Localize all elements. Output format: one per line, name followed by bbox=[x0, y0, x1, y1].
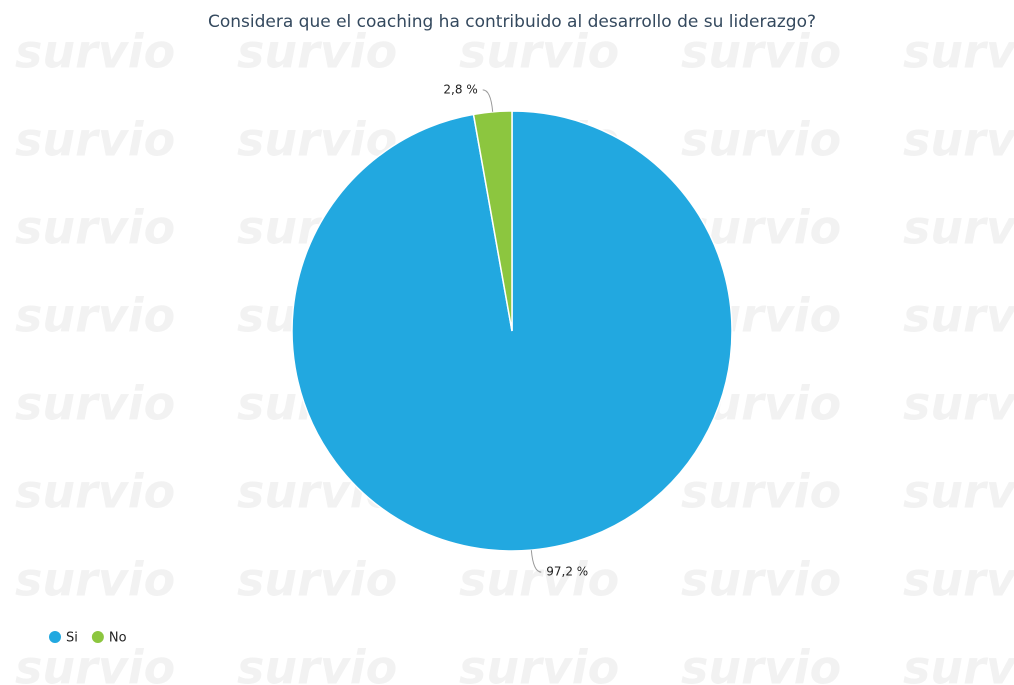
data-label: 2,8 % bbox=[443, 82, 477, 96]
watermark: survio bbox=[459, 641, 619, 685]
legend-marker bbox=[91, 631, 104, 643]
watermark: survio bbox=[681, 25, 841, 79]
watermark: survio bbox=[15, 25, 175, 79]
watermark: survio bbox=[681, 553, 841, 607]
watermark: survio bbox=[903, 113, 1014, 167]
leader-line bbox=[530, 550, 542, 573]
watermark: survio bbox=[903, 289, 1014, 343]
watermark: survio bbox=[903, 465, 1014, 519]
watermark: survio bbox=[15, 377, 175, 431]
pie: 97,2 % 2,8 % bbox=[291, 82, 733, 579]
watermark: survio bbox=[237, 25, 397, 79]
watermark: survio bbox=[15, 201, 175, 255]
data-label: 97,2 % bbox=[546, 565, 588, 579]
watermark: survio bbox=[903, 641, 1014, 685]
watermark: survio bbox=[681, 641, 841, 685]
watermark: survio bbox=[903, 377, 1014, 431]
watermark: survio bbox=[681, 465, 841, 519]
watermark: survio bbox=[15, 641, 175, 685]
watermark: survio bbox=[237, 113, 397, 167]
watermark: survio bbox=[903, 553, 1014, 607]
watermark: survio bbox=[459, 25, 619, 79]
watermark: survio bbox=[459, 553, 619, 607]
watermark: survio bbox=[903, 25, 1014, 79]
watermark: survio bbox=[237, 641, 397, 685]
watermark: survio bbox=[15, 113, 175, 167]
watermark: survio bbox=[681, 113, 841, 167]
legend-marker bbox=[49, 631, 61, 643]
pie-slice bbox=[472, 110, 513, 332]
watermark: survio bbox=[15, 289, 175, 343]
legend-label: Si bbox=[66, 631, 78, 646]
legend-label: No bbox=[109, 631, 127, 646]
leader-line bbox=[482, 89, 494, 112]
watermark: survio bbox=[237, 553, 397, 607]
watermark: survio bbox=[15, 553, 175, 607]
chart-title: Considera que el coaching ha contribuido… bbox=[208, 12, 816, 32]
watermark: survio bbox=[15, 465, 175, 519]
watermark: survio bbox=[903, 201, 1014, 255]
